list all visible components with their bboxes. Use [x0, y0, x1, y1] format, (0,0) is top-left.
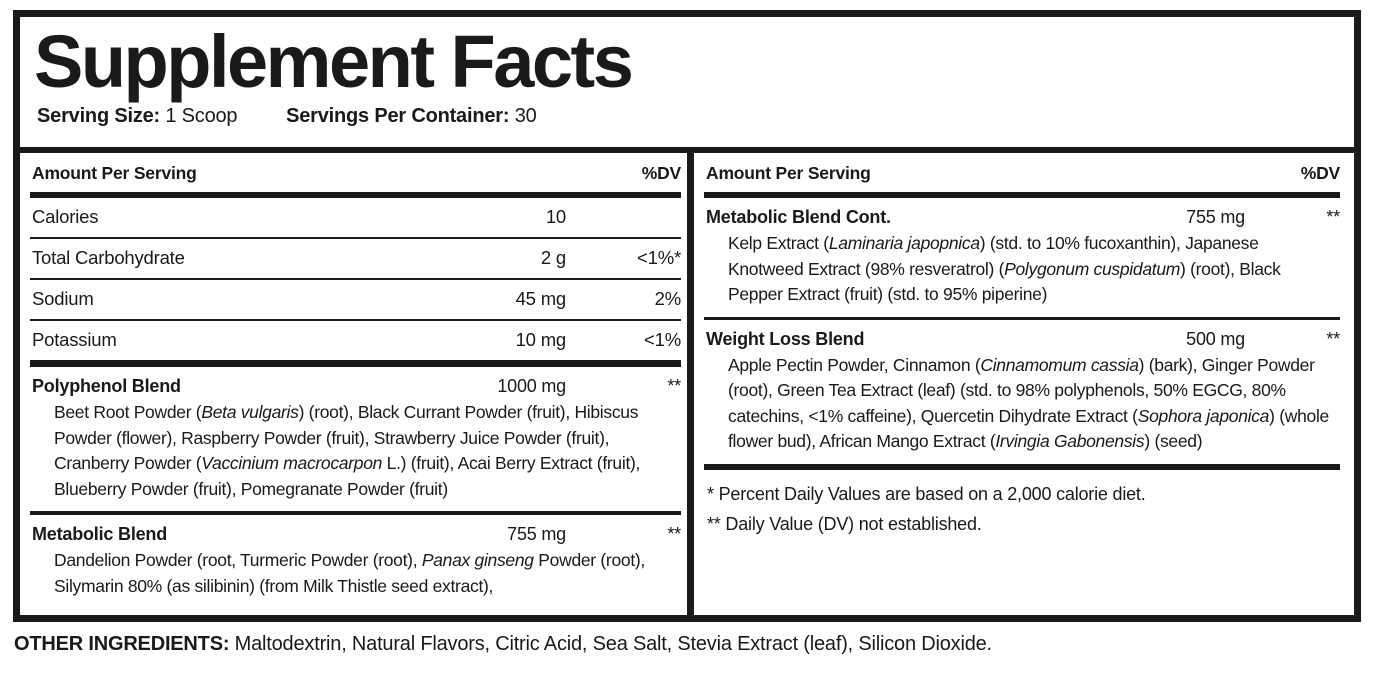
section-divider-bar — [704, 316, 1340, 320]
amount-per-serving-header: Amount Per Serving — [32, 163, 197, 183]
dv-header: %DV — [1300, 163, 1340, 183]
blend-row-metabolic-cont: Metabolic Blend Cont. 755 mg ** — [704, 198, 1340, 230]
blend-dv: ** — [667, 376, 681, 396]
nutrient-name: Total Carbohydrate — [32, 247, 185, 268]
blend-row-polyphenol: Polyphenol Blend 1000 mg ** — [30, 367, 681, 399]
nutrient-name: Calories — [32, 206, 99, 227]
blend-ingredients-polyphenol: Beet Root Powder (Beta vulgaris) (root),… — [54, 402, 641, 499]
facts-panel-left: Amount Per Serving %DV Calories 10 Total… — [20, 153, 687, 615]
servings-per-container-value: 30 — [514, 105, 537, 127]
nutrient-amount: 45 mg — [515, 288, 567, 309]
amount-per-serving-header: Amount Per Serving — [706, 163, 871, 183]
serving-size-value: 1 Scoop — [165, 105, 238, 127]
supplement-facts-label: Supplement Facts Serving Size: 1 Scoop S… — [13, 10, 1361, 622]
blend-name: Polyphenol Blend — [32, 376, 181, 396]
label-title: Supplement Facts — [34, 20, 634, 103]
blend-amount: 755 mg — [507, 524, 566, 544]
other-ingredients-label: OTHER INGREDIENTS: — [14, 633, 230, 655]
servings-per-container-label: Servings Per Container: — [286, 105, 510, 127]
blend-name: Metabolic Blend — [32, 524, 168, 544]
blend-dv: ** — [1326, 207, 1340, 227]
serving-info-row: Serving Size: 1 Scoop Servings Per Conta… — [37, 105, 1354, 128]
section-divider-bar — [30, 511, 681, 515]
facts-panel-right: Amount Per Serving %DV Metabolic Blend C… — [694, 153, 1354, 615]
footnote-daily-values: * Percent Daily Values are based on a 2,… — [707, 483, 1146, 504]
footnotes: * Percent Daily Values are based on a 2,… — [704, 470, 1340, 539]
nutrient-dv: <1% — [644, 329, 681, 350]
blend-ingredients-metabolic-cont: Kelp Extract (Laminaria japopnica) (std.… — [728, 233, 1281, 304]
other-ingredients-row: OTHER INGREDIENTS: Maltodextrin, Natural… — [14, 633, 992, 656]
blend-row-weight-loss: Weight Loss Blend 500 mg ** — [704, 320, 1340, 352]
nutrient-row-calories: Calories 10 — [30, 198, 681, 239]
blend-dv: ** — [667, 524, 681, 544]
nutrient-dv: <1%* — [637, 247, 681, 268]
blend-amount: 500 mg — [1186, 328, 1245, 349]
blend-amount: 755 mg — [1186, 207, 1245, 227]
dv-header: %DV — [641, 163, 681, 183]
nutrient-row-potassium: Potassium 10 mg <1% — [30, 321, 681, 360]
nutrient-name: Sodium — [32, 288, 94, 309]
other-ingredients-value: Maltodextrin, Natural Flavors, Citric Ac… — [229, 633, 992, 655]
blend-name: Weight Loss Blend — [706, 328, 865, 349]
column-header-right: Amount Per Serving %DV — [704, 153, 1340, 198]
section-divider-bar — [30, 360, 681, 367]
blend-ingredients-weight-loss: Apple Pectin Powder, Cinnamon (Cinnamomu… — [728, 354, 1329, 452]
blend-dv: ** — [1326, 328, 1340, 349]
nutrient-amount: 10 mg — [515, 329, 567, 350]
column-divider — [687, 153, 694, 615]
footnote-dv-not-established: ** Daily Value (DV) not established. — [707, 513, 982, 534]
serving-size-label: Serving Size: — [37, 105, 160, 127]
blend-ingredients-metabolic: Dandelion Powder (root, Turmeric Powder … — [54, 550, 645, 596]
blend-row-metabolic: Metabolic Blend 755 mg ** — [30, 515, 681, 547]
blend-amount: 1000 mg — [497, 376, 566, 396]
nutrient-row-total-carbohydrate: Total Carbohydrate 2 g <1%* — [30, 239, 681, 280]
nutrient-amount: 2 g — [540, 247, 566, 268]
nutrient-dv: 2% — [654, 288, 682, 309]
section-divider-bar — [704, 463, 1340, 470]
blend-name: Metabolic Blend Cont. — [706, 207, 891, 227]
nutrient-name: Potassium — [32, 329, 117, 350]
nutrient-amount: 10 — [545, 206, 566, 227]
facts-columns: Amount Per Serving %DV Calories 10 Total… — [20, 147, 1354, 615]
nutrient-row-sodium: Sodium 45 mg 2% — [30, 280, 681, 321]
column-header-left: Amount Per Serving %DV — [30, 153, 681, 198]
